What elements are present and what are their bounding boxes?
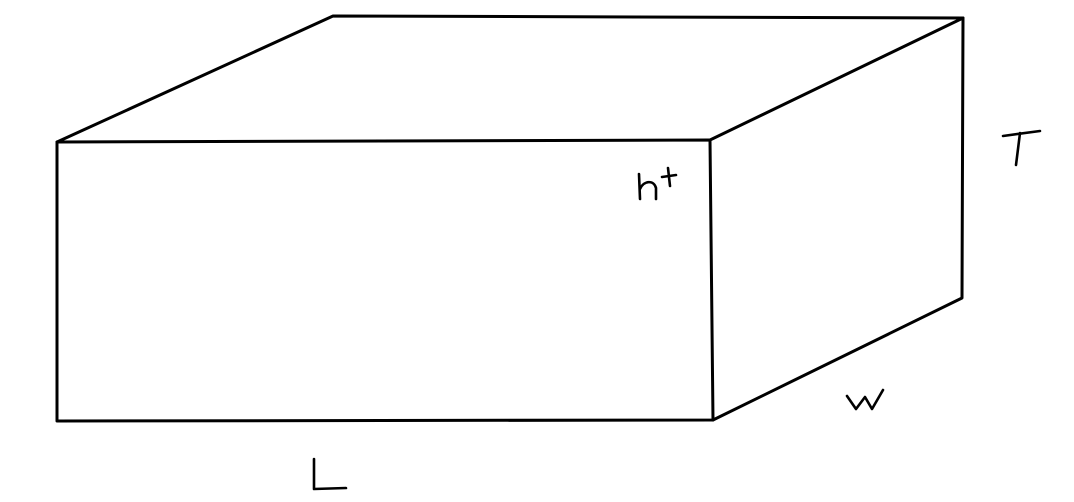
- label-thickness: T: [0, 0, 1042, 167]
- label-thickness-text: T: [0, 0, 10, 4]
- label-length: L: [0, 0, 348, 491]
- top-face: [55, 14, 965, 144]
- front-face: [55, 138, 715, 423]
- label-height-text: ht: [0, 0, 16, 4]
- right-face: [711, 16, 965, 422]
- label-width-text: W: [0, 0, 16, 4]
- box-edges: [55, 14, 965, 423]
- label-height: ht: [0, 0, 678, 201]
- label-width: W: [0, 0, 885, 411]
- label-length-text: L: [0, 0, 9, 4]
